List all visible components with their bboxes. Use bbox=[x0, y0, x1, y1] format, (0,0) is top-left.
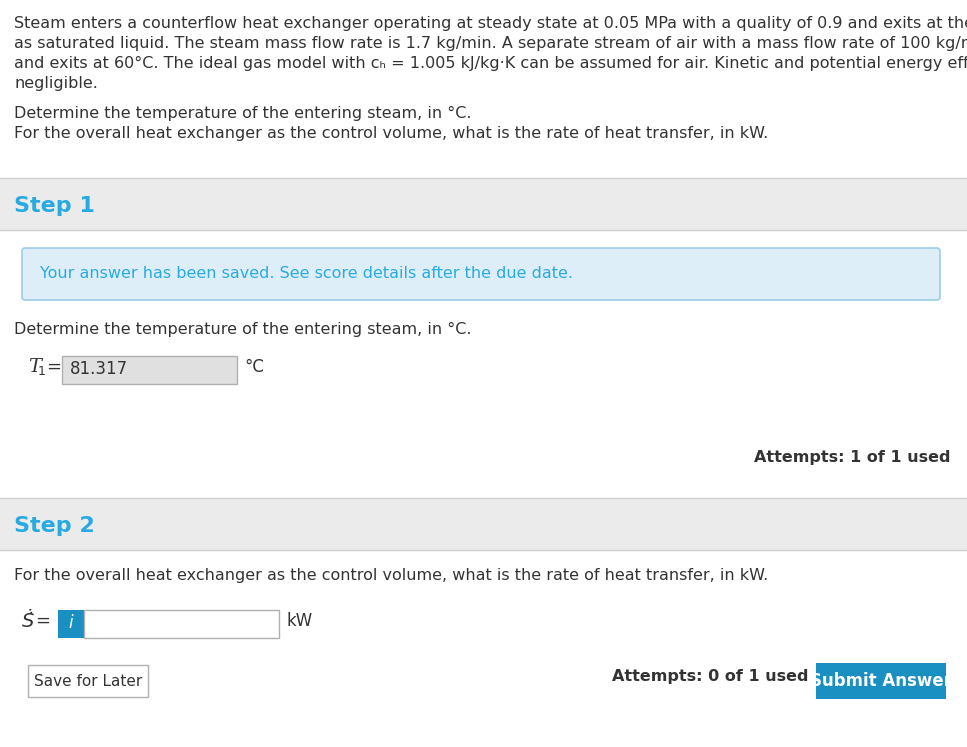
Text: Ṡ̇: Ṡ̇ bbox=[22, 612, 35, 631]
Text: Submit Answer: Submit Answer bbox=[810, 672, 952, 690]
Text: Save for Later: Save for Later bbox=[34, 674, 142, 689]
Text: Determine the temperature of the entering steam, in °C.: Determine the temperature of the enterin… bbox=[14, 322, 472, 337]
Text: Step 2: Step 2 bbox=[14, 516, 95, 536]
Text: For the overall heat exchanger as the control volume, what is the rate of heat t: For the overall heat exchanger as the co… bbox=[14, 126, 768, 141]
Text: Attempts: 0 of 1 used: Attempts: 0 of 1 used bbox=[611, 669, 808, 684]
FancyBboxPatch shape bbox=[62, 356, 237, 384]
FancyBboxPatch shape bbox=[0, 0, 967, 178]
FancyBboxPatch shape bbox=[0, 498, 967, 550]
FancyBboxPatch shape bbox=[0, 550, 967, 747]
Text: °C: °C bbox=[244, 358, 264, 376]
FancyBboxPatch shape bbox=[816, 663, 946, 699]
Text: 1: 1 bbox=[38, 365, 45, 378]
Text: Steam enters a counterflow heat exchanger operating at steady state at 0.05 MPa : Steam enters a counterflow heat exchange… bbox=[14, 16, 967, 31]
Text: Attempts: 1 of 1 used: Attempts: 1 of 1 used bbox=[753, 450, 950, 465]
Text: 81.317: 81.317 bbox=[70, 360, 128, 378]
Text: and exits at 60°C. The ideal gas model with cₕ = 1.005 kJ/kg·K can be assumed fo: and exits at 60°C. The ideal gas model w… bbox=[14, 56, 967, 71]
Text: Determine the temperature of the entering steam, in °C.: Determine the temperature of the enterin… bbox=[14, 106, 472, 121]
Text: i: i bbox=[69, 614, 73, 632]
FancyBboxPatch shape bbox=[28, 665, 148, 697]
Text: negligible.: negligible. bbox=[14, 76, 98, 91]
FancyBboxPatch shape bbox=[0, 178, 967, 230]
Text: T: T bbox=[28, 358, 41, 376]
Text: Step 1: Step 1 bbox=[14, 196, 95, 216]
Text: as saturated liquid. The steam mass flow rate is 1.7 kg/min. A separate stream o: as saturated liquid. The steam mass flow… bbox=[14, 36, 967, 51]
Text: kW: kW bbox=[286, 612, 312, 630]
FancyBboxPatch shape bbox=[58, 610, 84, 638]
Text: =: = bbox=[35, 612, 50, 630]
Text: =: = bbox=[46, 358, 61, 376]
Text: Your answer has been saved. See score details after the due date.: Your answer has been saved. See score de… bbox=[40, 267, 573, 282]
FancyBboxPatch shape bbox=[0, 230, 967, 498]
FancyBboxPatch shape bbox=[22, 248, 940, 300]
FancyBboxPatch shape bbox=[84, 610, 279, 638]
Text: For the overall heat exchanger as the control volume, what is the rate of heat t: For the overall heat exchanger as the co… bbox=[14, 568, 768, 583]
